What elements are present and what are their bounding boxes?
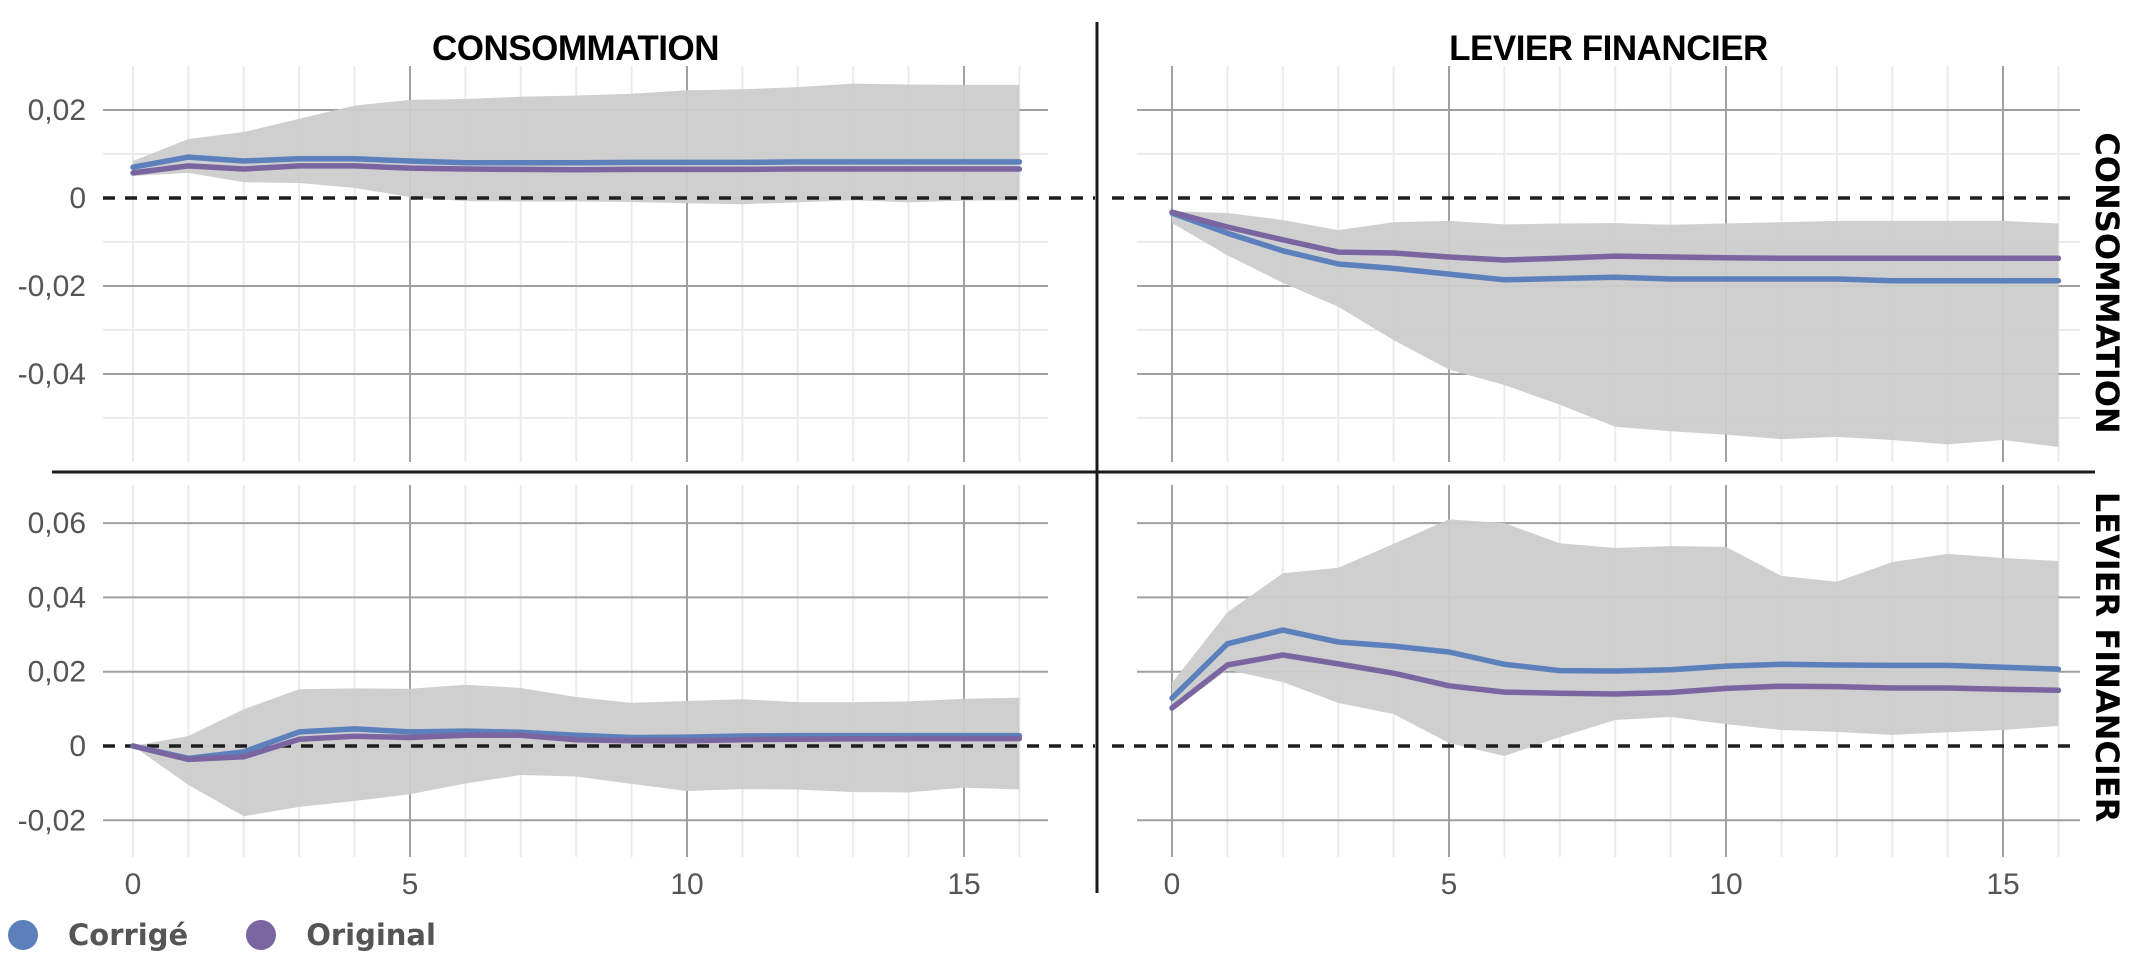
series-line-corrige [1169, 627, 2062, 701]
column-title: LEVIER FINANCIER [1449, 29, 1768, 68]
panel-1-1: 0 5 10 15 [1112, 485, 2080, 901]
x-tick-label: 5 [1441, 868, 1458, 901]
legend-swatch-corrige [8, 920, 38, 950]
series-line-corrige [130, 154, 1023, 170]
legend-item-corrige[interactable]: Corrigé [8, 918, 188, 952]
y-tick-label: 0,02 [28, 94, 86, 127]
row-title: LEVIER FINANCIER [2088, 492, 2126, 823]
legend-item-original[interactable]: Original [246, 918, 436, 952]
panel-1-0: 0,06 0,04 0,02 0 -0,02 0 5 10 15 [18, 485, 1095, 901]
x-tick-label: 5 [402, 868, 419, 901]
series-line-corrige [130, 726, 1023, 762]
y-tick-label: 0 [69, 730, 86, 763]
x-tick-label: 10 [1709, 868, 1742, 901]
y-tick-label: -0,04 [18, 358, 86, 391]
series-line-original [130, 732, 1023, 763]
x-tick-label: 10 [670, 868, 703, 901]
legend-label-corrige: Corrigé [68, 918, 189, 952]
y-tick-label: 0 [69, 182, 86, 215]
series-line-original [1169, 652, 2062, 711]
x-tick-label: 0 [125, 868, 142, 901]
series-line-original [1169, 209, 2062, 263]
legend: Corrigé Original [8, 918, 494, 952]
y-tick-label: -0,02 [18, 270, 86, 303]
confidence-band [133, 684, 1020, 817]
x-tick-label: 0 [1164, 868, 1181, 901]
confidence-band [133, 83, 1020, 205]
panel-0-1 [1112, 66, 2080, 462]
y-tick-label: 0,02 [28, 656, 86, 689]
series-line-corrige [1169, 210, 2062, 284]
y-tick-label: 0,06 [28, 507, 86, 540]
panel-0-0: 0,02 0 -0,02 -0,04 [18, 66, 1095, 462]
x-tick-label: 15 [1986, 868, 2019, 901]
row-title: CONSOMMATION [2088, 132, 2126, 433]
x-tick-label: 15 [947, 868, 980, 901]
legend-label-original: Original [306, 918, 436, 952]
column-title: CONSOMMATION [432, 29, 719, 68]
confidence-band [1172, 519, 2059, 756]
series-line-original [130, 163, 1023, 176]
y-tick-label: 0,04 [28, 581, 86, 614]
y-tick-label: -0,02 [18, 804, 86, 837]
legend-swatch-original [246, 920, 277, 950]
